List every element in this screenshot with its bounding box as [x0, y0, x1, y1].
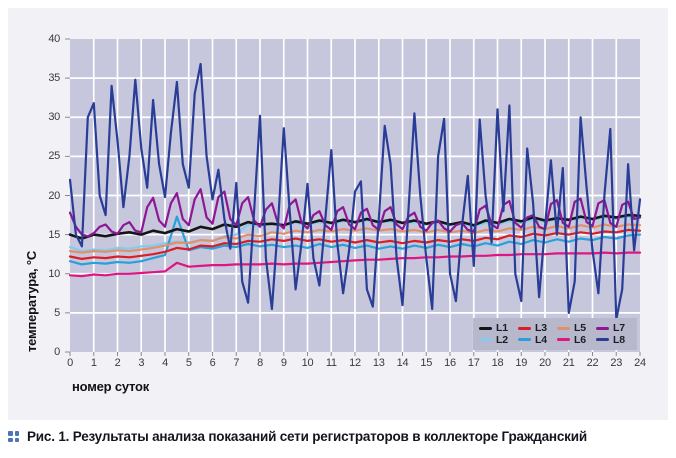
legend-label: L2 [496, 333, 508, 346]
x-tick-label: 11 [325, 357, 337, 369]
y-tick-label: 25 [48, 150, 60, 163]
series-line-L6 [68, 251, 642, 278]
legend-row: L1 L3 L5 L7 [479, 323, 637, 334]
y-tick-label: 40 [48, 33, 60, 45]
x-tick-label: 0 [67, 357, 73, 369]
legend-item-L3: L3 [518, 323, 557, 334]
y-axis-tick-labels: 0 5 10 15 20 25 30 35 40 [8, 34, 64, 358]
x-tick-label: 17 [467, 357, 480, 369]
legend-label: L7 [613, 322, 625, 334]
y-tick-label: 5 [54, 306, 60, 319]
x-tick-label: 22 [586, 357, 599, 369]
x-tick-label: 12 [349, 357, 361, 369]
x-tick-label: 16 [444, 357, 456, 369]
chart-canvas [65, 38, 642, 356]
legend-label: L3 [535, 322, 547, 334]
legend-swatch-L3 [518, 326, 531, 330]
legend-label: L5 [574, 322, 586, 334]
x-tick-label: 23 [610, 357, 623, 369]
legend-swatch-L1 [479, 326, 492, 330]
y-tick-label: 20 [48, 189, 60, 202]
legend-swatch-L7 [596, 326, 609, 330]
x-tick-label: 9 [280, 357, 287, 369]
x-tick-label: 8 [257, 357, 263, 369]
legend-item-L6: L6 [557, 333, 596, 346]
x-tick-label: 14 [396, 357, 409, 369]
x-tick-label: 13 [372, 357, 385, 369]
legend-label: L4 [535, 333, 547, 346]
legend-item-L2: L2 [479, 333, 518, 346]
x-tick-label: 2 [114, 357, 121, 369]
x-tick-label: 5 [185, 357, 192, 369]
figure-panel: L1 L3 L5 L7 L2 L4 L6 L8 температура, °C номер с… [8, 8, 668, 420]
legend-swatch-L6 [557, 338, 570, 342]
caption-label: Рис. 1. [27, 429, 73, 444]
legend-swatch-L8 [596, 338, 609, 342]
x-axis-title: номер суток [72, 379, 150, 394]
x-tick-label: 21 [562, 357, 575, 369]
x-tick-label: 6 [209, 357, 216, 369]
chart-legend: L1 L3 L5 L7 L2 L4 L6 L8 [473, 318, 637, 350]
x-tick-label: 3 [138, 357, 145, 369]
y-tick-label: 35 [48, 72, 60, 85]
legend-row: L2 L4 L6 L8 [479, 333, 637, 346]
x-tick-label: 24 [634, 357, 646, 369]
legend-swatch-L4 [518, 338, 531, 342]
legend-item-L5: L5 [557, 323, 596, 334]
y-tick-label: 10 [48, 267, 60, 280]
x-tick-label: 15 [420, 357, 433, 369]
y-tick-label: 0 [54, 346, 60, 358]
legend-label: L8 [613, 333, 625, 346]
plot-area: L1 L3 L5 L7 L2 L4 L6 L8 [65, 38, 642, 356]
legend-swatch-L5 [557, 326, 570, 330]
series-line-L8 [68, 62, 642, 321]
caption-text: Результаты анализа показаний сети регист… [72, 429, 587, 444]
x-tick-label: 10 [301, 357, 314, 369]
legend-item-L1: L1 [479, 323, 518, 334]
legend-swatch-L2 [479, 338, 492, 342]
x-tick-label: 4 [162, 357, 168, 369]
x-tick-label: 1 [90, 357, 97, 369]
y-tick-label: 15 [48, 228, 60, 241]
legend-label: L1 [496, 322, 508, 334]
x-tick-label: 19 [515, 357, 528, 369]
legend-item-L8: L8 [596, 333, 635, 346]
four-dots-grid-icon [8, 431, 19, 442]
y-tick-label: 30 [48, 111, 60, 124]
x-tick-label: 18 [491, 357, 504, 369]
legend-label: L6 [574, 333, 586, 346]
series-line-L4 [68, 215, 642, 266]
x-axis-tick-labels: 0 1 2 3 4 5 6 7 8 9 10 11 12 13 14 15 16 17 18 19 20 21 22 23 24 [67, 357, 646, 372]
legend-item-L7: L7 [596, 323, 635, 334]
figure-caption: Рис. 1. Результаты анализа показаний сет… [8, 429, 587, 444]
x-tick-label: 7 [233, 357, 240, 369]
x-tick-label: 20 [539, 357, 551, 369]
legend-item-L4: L4 [518, 333, 557, 346]
